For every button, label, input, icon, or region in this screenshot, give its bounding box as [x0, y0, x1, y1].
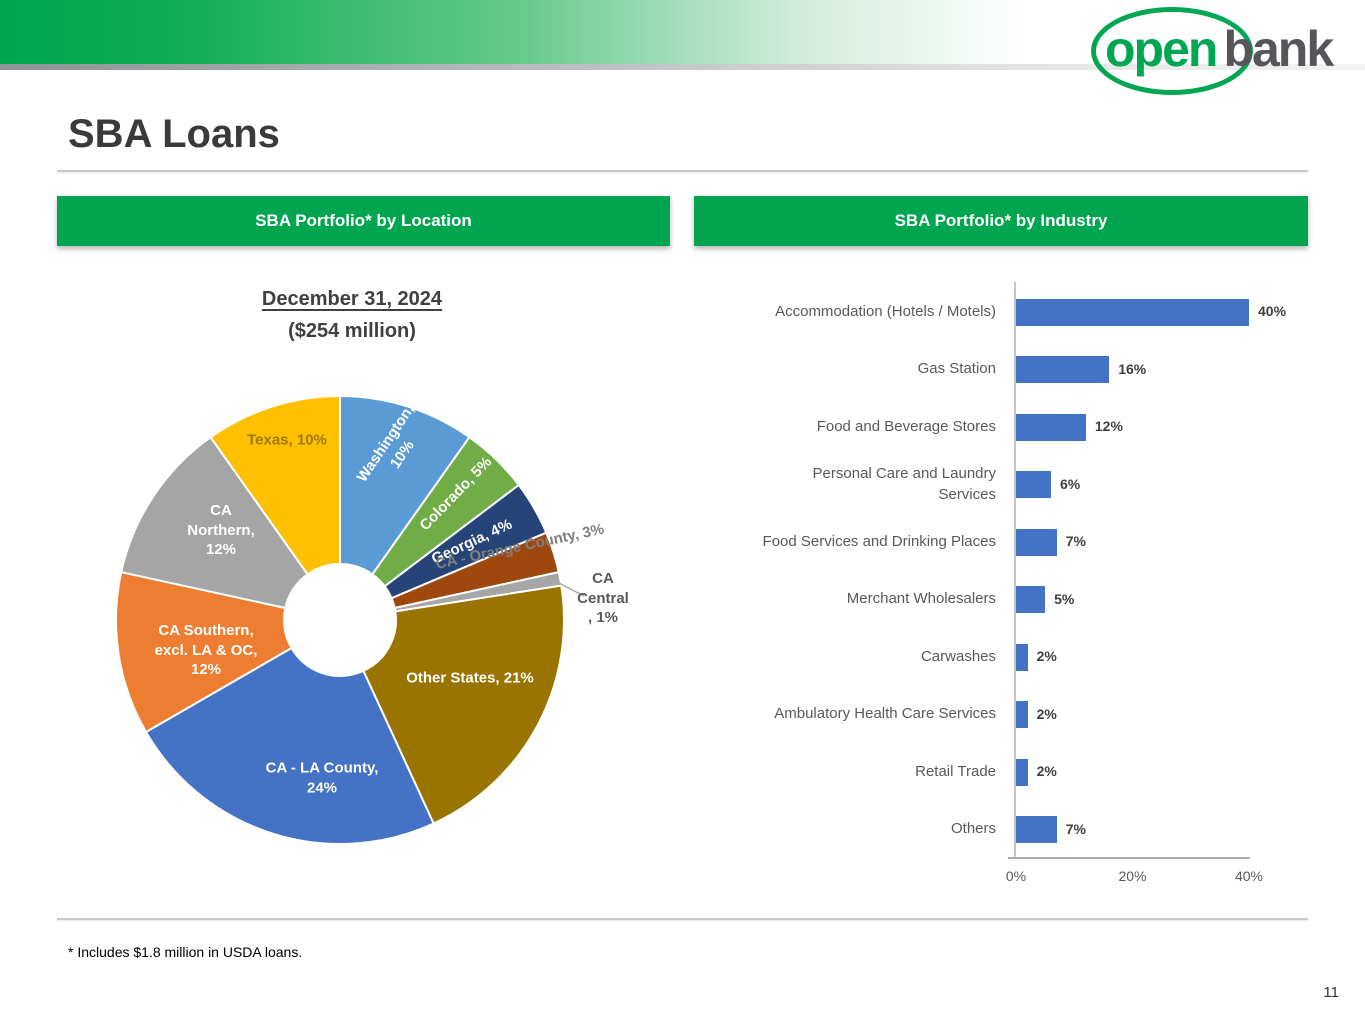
pie-slice-5: [362, 584, 565, 825]
x-axis-tick-0: 0%: [1005, 868, 1027, 884]
footer-divider: [57, 918, 1308, 920]
pie-label-7: CA Southern, excl. LA & OC, 12%: [154, 621, 258, 678]
bar-6: [1016, 643, 1028, 671]
logo-text-bank: bank: [1223, 21, 1334, 77]
bar-4: [1016, 528, 1057, 556]
footnote: * Includes $1.8 million in USDA loans.: [68, 944, 303, 960]
pie-label-8: CA Northern, 12%: [187, 501, 255, 558]
bar-value-label-3: 6%: [1059, 475, 1081, 492]
bar-category-label-5: Merchant Wholesalers: [846, 590, 996, 608]
page-title: SBA Loans: [68, 112, 280, 156]
x-axis-tick-2: 40%: [1234, 868, 1264, 884]
pie-slice-6: [144, 646, 435, 845]
bar-chart-x-axis-line: [1008, 857, 1250, 859]
x-axis-tick-1: 20%: [1118, 868, 1147, 884]
bar-category-label-1: Gas Station: [917, 360, 996, 378]
bar-category-label-9: Others: [950, 820, 996, 838]
bar-value-label-7: 2%: [1036, 705, 1057, 722]
pie-label-4: CA Central, 1%: [577, 569, 629, 626]
bar-value-label-4: 7%: [1065, 533, 1086, 549]
industry-bar-chart: Accommodation (Hotels / Motels) 40% Gas St…: [694, 260, 1308, 940]
pie-slice-9: [209, 394, 341, 576]
bar-value-label-2: 12%: [1094, 418, 1123, 434]
pie-chart-subtitle: ($254 million): [288, 320, 416, 342]
bar-9: [1016, 816, 1057, 843]
bar-2: [1016, 413, 1086, 441]
pie-slice-8: [120, 435, 309, 610]
bar-value-label-1: 16%: [1118, 360, 1147, 377]
pie-chart-title: December 31, 2024: [261, 288, 443, 310]
industry-panel-header: SBA Portfolio* by Industry: [694, 196, 1308, 246]
logo-ring-icon: [1091, 7, 1253, 95]
pie-label-9: Texas, 10%: [247, 431, 327, 449]
bar-5: [1016, 586, 1046, 613]
location-pie-chart: December 31, 2024 ($254 million) Washing…: [57, 260, 670, 920]
bar-value-label-5: 5%: [1054, 590, 1075, 607]
pie-slice-0: [339, 394, 471, 576]
bar-8: [1016, 758, 1028, 786]
location-pie-svg: [115, 394, 585, 845]
bar-value-label-0: 40%: [1258, 303, 1287, 319]
bar-category-label-2: Food and Beverage Stores: [816, 417, 996, 435]
bar-3: [1016, 471, 1051, 498]
bar-value-label-6: 2%: [1036, 648, 1057, 664]
pie-slice-7: [115, 570, 293, 734]
bar-value-label-8: 2%: [1036, 763, 1057, 779]
bar-category-label-0: Accommodation (Hotels / Motels): [775, 302, 996, 320]
pie-label-5: Other States, 21%: [406, 669, 534, 687]
bar-7: [1016, 701, 1028, 728]
logo-text-open: open: [1105, 21, 1218, 77]
bar-category-label-3: Personal Care and Laundry Services: [812, 465, 996, 503]
bar-category-label-6: Carwashes: [920, 647, 996, 665]
top-gray-divider: [0, 64, 1365, 70]
pie-label-6: CA - LA County, 24%: [265, 759, 379, 797]
openbank-logo: open bank: [1091, 4, 1351, 98]
bar-category-label-4: Food Services and Drinking Places: [762, 532, 996, 550]
bar-category-label-8: Retail Trade: [915, 762, 996, 780]
logo-text: open bank: [1105, 20, 1334, 78]
location-panel-header: SBA Portfolio* by Location: [57, 196, 670, 246]
callout-leader-line: [556, 581, 585, 597]
bar-0: [1016, 298, 1249, 326]
bar-value-label-9: 7%: [1065, 820, 1086, 837]
page-number: 11: [1323, 984, 1339, 1001]
bar-category-label-7: Ambulatory Health Care Services: [774, 705, 996, 723]
bar-chart-y-axis-line: [1014, 282, 1016, 858]
title-divider: [57, 170, 1308, 172]
bar-1: [1016, 356, 1110, 383]
